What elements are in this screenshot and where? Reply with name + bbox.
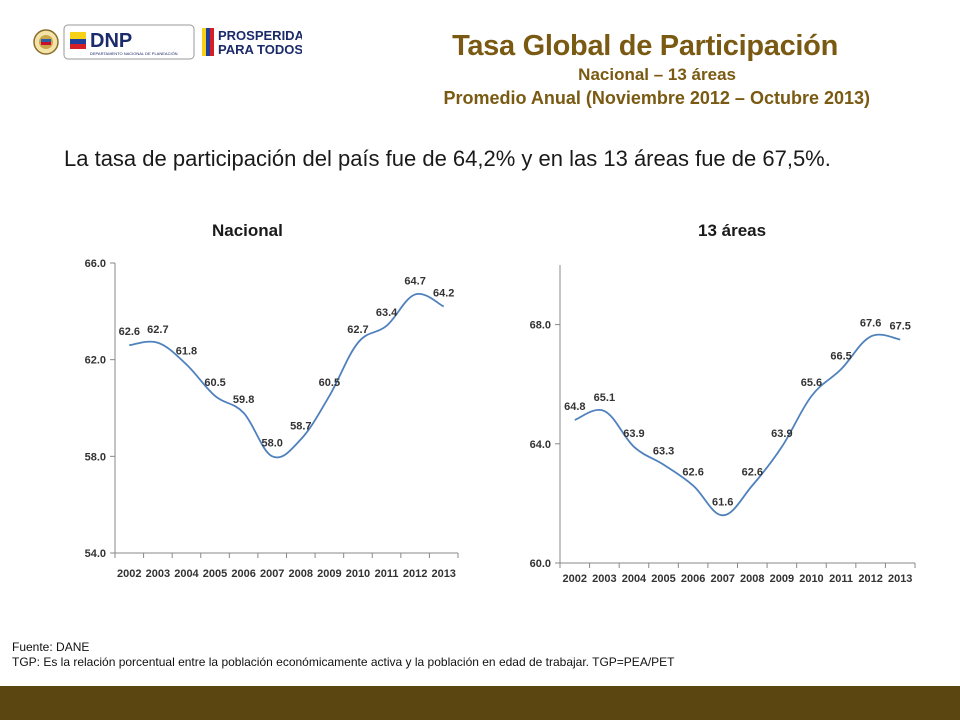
x-tick-label: 2003	[592, 573, 616, 585]
data-label: 60.5	[319, 377, 340, 389]
colombia-coat-of-arms-icon	[33, 29, 59, 55]
x-tick-label: 2002	[563, 573, 587, 585]
chart-title-13-areas: 13 áreas	[698, 221, 767, 240]
data-label: 65.1	[594, 392, 615, 404]
y-tick-label: 54.0	[85, 548, 106, 560]
data-label: 63.3	[653, 446, 674, 458]
bottom-bar	[0, 686, 960, 720]
data-label: 63.4	[376, 307, 398, 319]
prosperidad-line2: PARA TODOS	[218, 42, 302, 57]
x-tick-label: 2008	[740, 573, 764, 585]
x-tick-label: 2007	[260, 568, 284, 580]
data-label: 64.2	[433, 288, 454, 300]
y-tick-label: 62.0	[85, 355, 106, 367]
y-tick-label: 60.0	[530, 558, 551, 570]
data-label: 58.7	[290, 420, 311, 432]
data-label: 65.6	[801, 377, 822, 389]
data-label: 62.7	[147, 324, 168, 336]
data-label: 63.9	[771, 428, 792, 440]
x-tick-label: 2012	[403, 568, 427, 580]
data-label: 64.8	[564, 401, 585, 413]
data-label: 66.5	[830, 350, 851, 362]
page-subtitle-1: Nacional – 13 áreas	[578, 65, 736, 84]
y-tick-label: 64.0	[530, 439, 551, 451]
x-tick-label: 2006	[231, 568, 255, 580]
series-line	[574, 333, 901, 517]
x-tick-label: 2013	[431, 568, 455, 580]
data-label: 62.6	[742, 467, 763, 479]
data-label: 67.6	[860, 318, 881, 330]
data-label: 60.5	[204, 377, 225, 389]
data-label: 61.6	[712, 496, 733, 508]
data-label: 61.8	[176, 346, 197, 358]
prosperidad-line1: PROSPERIDAD	[218, 28, 302, 43]
footnote-source: Fuente: DANE	[12, 640, 90, 654]
header-logos: DNP DEPARTAMENTO NACIONAL DE PLANEACIÓN …	[33, 24, 302, 60]
data-label: 63.9	[623, 428, 644, 440]
y-tick-label: 68.0	[530, 320, 551, 332]
x-tick-label: 2013	[888, 573, 912, 585]
data-label: 62.7	[347, 324, 368, 336]
chart-title-nacional: Nacional	[212, 221, 283, 240]
page-subtitle-2: Promedio Anual (Noviembre 2012 – Octubre…	[443, 88, 870, 108]
y-tick-label: 66.0	[85, 258, 106, 270]
data-label: 67.5	[889, 321, 910, 333]
x-tick-label: 2011	[375, 568, 399, 580]
footnote: Fuente: DANE TGP: Es la relación porcent…	[12, 640, 675, 670]
x-tick-label: 2004	[174, 568, 199, 580]
x-tick-label: 2002	[117, 568, 141, 580]
data-label: 59.8	[233, 394, 254, 406]
x-tick-label: 2010	[799, 573, 823, 585]
dnp-logo-text: DNP	[90, 30, 132, 52]
x-tick-label: 2010	[346, 568, 370, 580]
data-label: 58.0	[261, 437, 282, 449]
x-tick-label: 2008	[289, 568, 313, 580]
footnote-definition: TGP: Es la relación porcentual entre la …	[12, 655, 675, 669]
lead-text: La tasa de participación del país fue de…	[64, 146, 831, 171]
x-tick-label: 2005	[651, 573, 675, 585]
page-title: Tasa Global de Participación	[452, 30, 838, 62]
x-tick-label: 2005	[203, 568, 227, 580]
x-tick-label: 2012	[858, 573, 882, 585]
x-tick-label: 2003	[146, 568, 170, 580]
x-tick-label: 2006	[681, 573, 705, 585]
data-label: 62.6	[682, 467, 703, 479]
dnp-logo-subtext: DEPARTAMENTO NACIONAL DE PLANEACIÓN	[90, 51, 178, 56]
series-line	[129, 292, 445, 459]
x-tick-label: 2007	[710, 573, 734, 585]
x-tick-label: 2011	[829, 573, 853, 585]
data-label: 62.6	[119, 326, 140, 338]
x-tick-label: 2009	[770, 573, 794, 585]
title-block: Tasa Global de Participación Nacional – …	[380, 28, 870, 110]
prosperidad-logo: PROSPERIDAD PARA TODOS	[202, 28, 302, 57]
x-tick-label: 2009	[317, 568, 341, 580]
data-label: 64.7	[404, 275, 425, 287]
x-tick-label: 2004	[622, 573, 647, 585]
y-tick-label: 58.0	[85, 451, 106, 463]
dnp-logo: DNP DEPARTAMENTO NACIONAL DE PLANEACIÓN	[63, 24, 195, 60]
